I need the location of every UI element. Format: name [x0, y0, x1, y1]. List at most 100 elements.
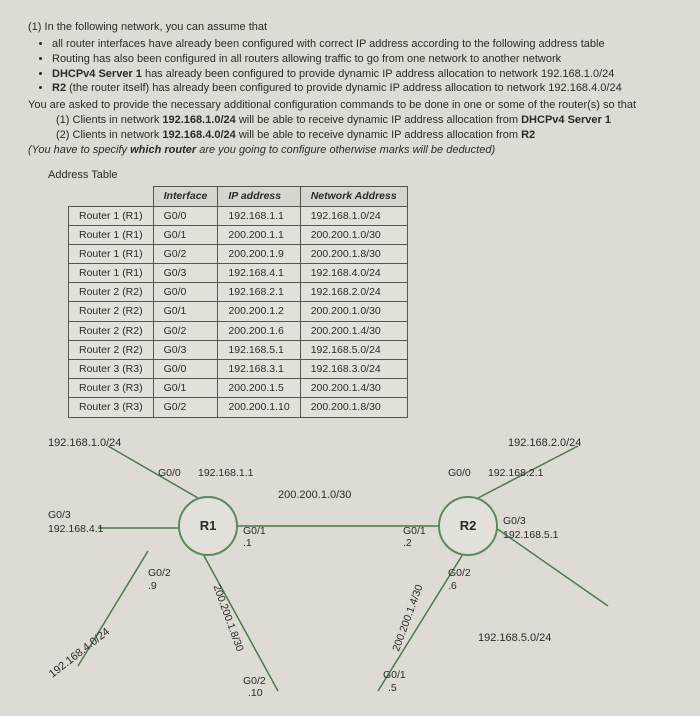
- table-cell: 192.168.1.1: [218, 206, 300, 225]
- table-row: Router 1 (R1)G0/3192.168.4.1192.168.4.0/…: [69, 264, 408, 283]
- assumption-item: R2 (the router itself) has already been …: [52, 81, 672, 96]
- table-cell: 200.200.1.5: [218, 379, 300, 398]
- interface-label: .10: [248, 686, 263, 700]
- interface-label: G0/0: [448, 466, 471, 480]
- network-label: 192.168.4.0/24: [46, 624, 113, 681]
- interface-label: .6: [448, 579, 457, 593]
- table-cell: G0/1: [153, 302, 218, 321]
- address-table: InterfaceIP addressNetwork Address Route…: [68, 186, 408, 417]
- table-cell: 192.168.4.1: [218, 264, 300, 283]
- interface-label: 200.200.1.8/30: [209, 582, 246, 653]
- table-cell: G0/0: [153, 206, 218, 225]
- table-cell: Router 2 (R2): [69, 283, 154, 302]
- table-cell: G0/2: [153, 244, 218, 263]
- interface-label: .1: [243, 536, 252, 550]
- interface-label: .9: [148, 579, 157, 593]
- table-cell: Router 2 (R2): [69, 321, 154, 340]
- table-body: Router 1 (R1)G0/0192.168.1.1192.168.1.0/…: [69, 206, 408, 417]
- assumption-item: Routing has also been configured in all …: [52, 52, 672, 67]
- table-cell: G0/2: [153, 398, 218, 417]
- question-ask: You are asked to provide the necessary a…: [28, 98, 672, 113]
- table-cell: Router 1 (R1): [69, 244, 154, 263]
- interface-label: 192.168.4.1: [48, 522, 103, 536]
- table-header-cell: [69, 187, 154, 206]
- table-cell: 192.168.2.0/24: [300, 283, 407, 302]
- table-cell: 200.200.1.6: [218, 321, 300, 340]
- sub-requirement: (1) Clients in network 192.168.1.0/24 wi…: [56, 113, 672, 128]
- question-block: (1) In the following network, you can as…: [28, 20, 672, 158]
- table-cell: G0/1: [153, 225, 218, 244]
- router-node: R1: [178, 496, 238, 556]
- interface-label: 200.200.1.4/30: [389, 582, 426, 653]
- table-row: Router 3 (R3)G0/2200.200.1.10200.200.1.8…: [69, 398, 408, 417]
- question-intro: In the following network, you can assume…: [45, 21, 268, 33]
- table-header-cell: IP address: [218, 187, 300, 206]
- table-cell: 192.168.5.0/24: [300, 340, 407, 359]
- table-cell: G0/3: [153, 264, 218, 283]
- table-cell: Router 3 (R3): [69, 398, 154, 417]
- table-title: Address Table: [48, 168, 672, 183]
- network-diagram: R1 R2 192.168.1.0/24 192.168.2.0/24 200.200.…: [48, 436, 668, 696]
- table-cell: Router 1 (R1): [69, 206, 154, 225]
- table-cell: 192.168.2.1: [218, 283, 300, 302]
- assumption-list: all router interfaces have already been …: [52, 37, 672, 96]
- interface-label: G0/3: [48, 508, 71, 522]
- table-cell: 192.168.3.1: [218, 359, 300, 378]
- table-header-row: InterfaceIP addressNetwork Address: [69, 187, 408, 206]
- table-cell: Router 1 (R1): [69, 264, 154, 283]
- table-cell: G0/1: [153, 379, 218, 398]
- table-row: Router 2 (R2)G0/2200.200.1.6200.200.1.4/…: [69, 321, 408, 340]
- interface-label: .2: [403, 536, 412, 550]
- table-cell: 200.200.1.0/30: [300, 225, 407, 244]
- sub-requirement: (2) Clients in network 192.168.4.0/24 wi…: [56, 128, 672, 143]
- table-cell: 200.200.1.8/30: [300, 244, 407, 263]
- table-header-cell: Interface: [153, 187, 218, 206]
- table-row: Router 3 (R3)G0/1200.200.1.5200.200.1.4/…: [69, 379, 408, 398]
- table-cell: 200.200.1.1: [218, 225, 300, 244]
- table-cell: 200.200.1.4/30: [300, 379, 407, 398]
- table-row: Router 2 (R2)G0/1200.200.1.2200.200.1.0/…: [69, 302, 408, 321]
- diagram-lines: [48, 436, 668, 696]
- table-row: Router 1 (R1)G0/1200.200.1.1200.200.1.0/…: [69, 225, 408, 244]
- table-row: Router 2 (R2)G0/0192.168.2.1192.168.2.0/…: [69, 283, 408, 302]
- interface-label: 192.168.1.1: [198, 466, 253, 480]
- assumption-item: DHCPv4 Server 1 has already been configu…: [52, 67, 672, 82]
- table-cell: 200.200.1.10: [218, 398, 300, 417]
- question-number: (1): [28, 21, 41, 33]
- table-row: Router 1 (R1)G0/2200.200.1.9200.200.1.8/…: [69, 244, 408, 263]
- interface-label: 192.168.2.1: [488, 466, 543, 480]
- table-header-cell: Network Address: [300, 187, 407, 206]
- table-cell: 200.200.1.8/30: [300, 398, 407, 417]
- table-cell: 192.168.5.1: [218, 340, 300, 359]
- table-cell: 192.168.1.0/24: [300, 206, 407, 225]
- table-cell: 200.200.1.0/30: [300, 302, 407, 321]
- interface-label: .5: [388, 681, 397, 695]
- table-row: Router 3 (R3)G0/0192.168.3.1192.168.3.0/…: [69, 359, 408, 378]
- sub-requirements: (1) Clients in network 192.168.1.0/24 wi…: [56, 113, 672, 143]
- table-row: Router 2 (R2)G0/3192.168.5.1192.168.5.0/…: [69, 340, 408, 359]
- router-node: R2: [438, 496, 498, 556]
- table-cell: Router 1 (R1): [69, 225, 154, 244]
- table-cell: 200.200.1.4/30: [300, 321, 407, 340]
- table-cell: Router 3 (R3): [69, 359, 154, 378]
- table-cell: G0/3: [153, 340, 218, 359]
- question-note: (You have to specify which router are yo…: [28, 143, 672, 158]
- network-label: 192.168.1.0/24: [48, 436, 121, 451]
- assumption-item: all router interfaces have already been …: [52, 37, 672, 52]
- table-cell: 200.200.1.9: [218, 244, 300, 263]
- interface-label: 192.168.5.1: [503, 528, 558, 542]
- table-cell: Router 2 (R2): [69, 340, 154, 359]
- network-label: 192.168.2.0/24: [508, 436, 581, 451]
- table-cell: G0/0: [153, 283, 218, 302]
- table-cell: G0/2: [153, 321, 218, 340]
- interface-label: G0/0: [158, 466, 181, 480]
- table-cell: 192.168.3.0/24: [300, 359, 407, 378]
- table-row: Router 1 (R1)G0/0192.168.1.1192.168.1.0/…: [69, 206, 408, 225]
- network-label: 200.200.1.0/30: [278, 488, 351, 503]
- table-cell: 200.200.1.2: [218, 302, 300, 321]
- table-cell: Router 2 (R2): [69, 302, 154, 321]
- table-cell: G0/0: [153, 359, 218, 378]
- interface-label: G0/3: [503, 514, 526, 528]
- table-cell: Router 3 (R3): [69, 379, 154, 398]
- network-label: 192.168.5.0/24: [478, 631, 551, 646]
